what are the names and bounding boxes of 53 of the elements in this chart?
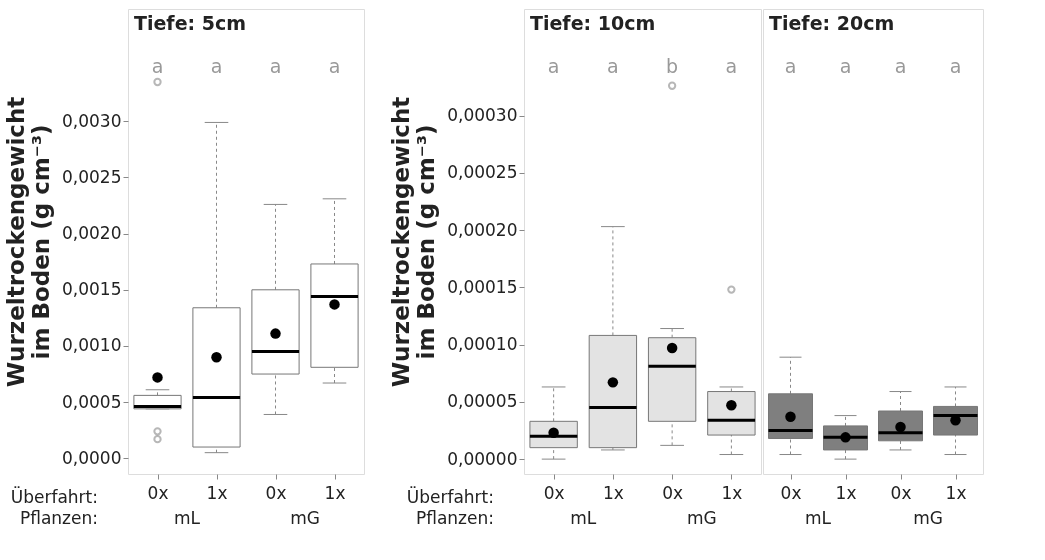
annotation: a — [894, 55, 907, 77]
annotation: a — [151, 55, 164, 77]
y-axis-title: Wurzeltrockengewicht im Boden (g cm⁻³) — [3, 96, 55, 388]
y-tick-label: 0,0000 — [62, 447, 122, 468]
chart-title: Tiefe: 10cm — [530, 12, 656, 34]
annotation: a — [607, 55, 619, 77]
text: Überfahrt: — [406, 486, 494, 507]
x-tick-label: 1x — [835, 482, 857, 503]
x-tick-label: 0x — [890, 482, 912, 503]
y-tick-label: 0,00000 — [447, 448, 518, 469]
y-tick-label: 0,00030 — [447, 105, 518, 126]
x-tick-label: 1x — [206, 482, 228, 503]
chart-title: Tiefe: 5cm — [134, 12, 247, 34]
x-tick-label: 0x — [543, 482, 565, 503]
annotation: a — [784, 55, 797, 77]
text: mG — [290, 508, 320, 528]
annotation: a — [949, 55, 962, 77]
annotation: a — [547, 55, 560, 77]
x-tick-label: 0x — [265, 482, 287, 503]
y-tick-label: 0,00020 — [447, 219, 518, 240]
x-tick-label: 1x — [324, 482, 346, 503]
annotation: a — [839, 55, 852, 77]
annotation: a — [210, 55, 223, 77]
text: mG — [686, 508, 717, 528]
y-tick-label: 0,00010 — [447, 334, 518, 355]
text: mG — [913, 508, 943, 528]
y-axis-title: Wurzeltrockengewicht im Boden (g cm⁻³) — [388, 96, 440, 388]
text: Pflanzen: — [19, 508, 98, 528]
text: Pflanzen: — [415, 508, 494, 528]
text: mL — [173, 508, 201, 528]
y-tick-label: 0,0010 — [62, 335, 122, 356]
y-tick-label: 0,0030 — [62, 110, 122, 131]
y-tick-label: 0,00015 — [447, 276, 518, 297]
x-tick-label: 1x — [945, 482, 967, 503]
x-tick-label: 0x — [662, 482, 684, 503]
annotation: a — [328, 55, 341, 77]
x-tick-label: 0x — [147, 482, 169, 503]
annotation: b — [666, 55, 679, 77]
y-tick-label: 0,0020 — [62, 223, 122, 244]
x-tick-label: 1x — [602, 482, 624, 503]
x-tick-label: 0x — [780, 482, 802, 503]
y-tick-label: 0,00005 — [447, 391, 518, 412]
annotation: a — [269, 55, 282, 77]
y-tick-label: 0,0005 — [62, 391, 122, 412]
text: mL — [570, 508, 597, 528]
chart-title: Tiefe: 20cm — [769, 12, 895, 34]
x-tick-label: 1x — [721, 482, 743, 503]
annotation: a — [725, 55, 738, 77]
text: Überfahrt: — [10, 486, 98, 507]
y-tick-label: 0,0015 — [62, 279, 122, 300]
text: mL — [804, 508, 832, 528]
y-tick-label: 0,00025 — [447, 162, 518, 183]
y-tick-label: 0,0025 — [62, 166, 122, 187]
